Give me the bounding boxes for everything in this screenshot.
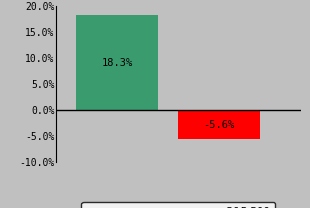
Bar — [178, 110, 260, 139]
Text: -5.6%: -5.6% — [203, 120, 235, 130]
Text: 18.3%: 18.3% — [101, 58, 133, 68]
Legend: Coca-Cola Co. (KO), S&P 500: Coca-Cola Co. (KO), S&P 500 — [82, 202, 275, 208]
Bar — [76, 15, 158, 110]
